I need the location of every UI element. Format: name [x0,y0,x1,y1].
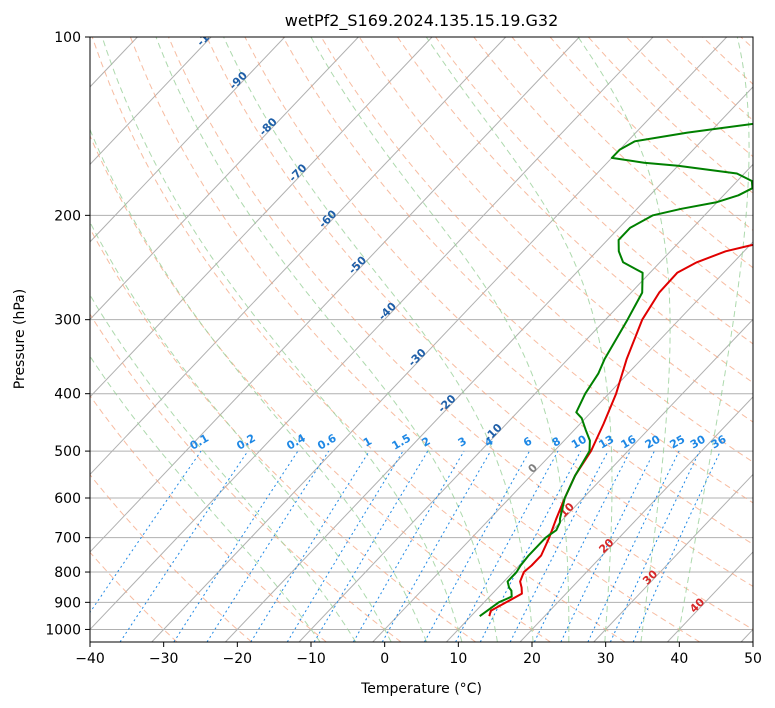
moist-adiabat-line [90,221,392,642]
plot-frame [89,36,754,643]
x-tick-label: −20 [223,651,253,667]
dry-adiabat-line [90,473,252,642]
mixing-ratio-line [587,450,680,642]
dry-adiabat-line [91,37,626,642]
x-tick-label: 10 [449,651,467,667]
isotherm-line [372,241,753,642]
dewpoint-line [479,122,753,618]
x-tick-label: −30 [149,651,179,667]
isotherm-label: -100 [194,20,223,49]
x-tick-label: 40 [670,651,688,667]
dry-adiabat-line [129,37,701,642]
y-tick-label: 1000 [45,622,81,638]
isotherm-line [90,37,433,398]
x-tick-label: 50 [744,651,762,667]
dry-adiabat-line [90,134,551,642]
moist-adiabat-line [90,128,428,642]
mixing-ratio-line [560,450,655,642]
dry-adiabat-line [320,37,753,463]
mixing-ratio-line [424,450,530,642]
moist-adiabat-line [90,355,321,642]
mixing-ratio-line [632,450,721,642]
isotherm-line [90,37,212,166]
moist-adiabat-line [90,294,357,642]
mixing-ratio-line [250,450,370,642]
dry-adiabat-line [206,37,753,587]
mixing-ratio-line [455,450,559,642]
chart-title: wetPf2_S169.2024.135.15.19.G32 [285,11,559,31]
isotherm-line [90,37,286,243]
isotherm-line [593,473,753,642]
background-lines [90,37,753,642]
plot-background [90,37,753,642]
sounding-traces [479,122,753,618]
mixing-ratio-line [286,450,404,642]
isotherm-line [151,37,728,642]
x-tick-label: 20 [523,651,541,667]
moist-adiabat-line [155,37,498,642]
mixing-ratio-line [509,450,609,642]
dry-adiabat-line [90,313,402,642]
y-tick-label: 800 [54,565,81,581]
mixing-ratio-line [533,450,631,642]
y-tick-label: 500 [54,444,81,460]
dry-adiabat-line [90,551,178,642]
y-tick-label: 700 [54,531,81,547]
y-tick-label: 600 [54,491,81,507]
dry-adiabat-line [282,37,753,504]
isotherm-line [225,86,753,642]
y-tick-label: 100 [54,30,81,46]
moist-adiabat-line [676,37,750,642]
dry-adiabat-line [90,394,327,642]
axes: −40 −30 −20 −10 0 10 20 30 40 50 100 200 300 400 500 60… [45,30,762,667]
mixing-ratio-line [381,450,492,642]
moist-adiabat-line [310,37,570,642]
mixing-ratio-line [352,450,465,642]
dry-adiabat-line [358,37,753,423]
y-tick-label: 400 [54,387,81,403]
moist-adiabat-line [101,37,463,642]
y-tick-label: 200 [54,208,81,224]
dry-adiabat-line [244,37,753,545]
x-tick-label: 0 [380,651,389,667]
x-tick-label: 30 [597,651,615,667]
mixing-ratio-line [609,450,701,642]
isotherm-line [90,37,654,631]
dry-adiabat-line [168,37,753,630]
dry-adiabat-line [90,227,476,642]
y-axis-title: Pressure (hPa) [12,289,28,389]
y-tick-label: 900 [54,595,81,611]
x-tick-label: −40 [75,651,105,667]
mixing-ratio-line [313,450,429,642]
y-tick-label: 300 [54,313,81,329]
isotherm-line [90,37,359,321]
isotherm-line [90,37,507,476]
x-axis-title: Temperature (°C) [360,681,482,697]
x-tick-label: −10 [296,651,326,667]
dry-adiabat-line [397,37,753,384]
moist-adiabat-line [223,37,534,642]
temperature-line [488,243,753,617]
mixing-ratio-line [479,450,582,642]
isotherm-line [519,396,753,642]
isotherm-line [90,37,580,553]
mixing-ratio-line [173,450,299,642]
